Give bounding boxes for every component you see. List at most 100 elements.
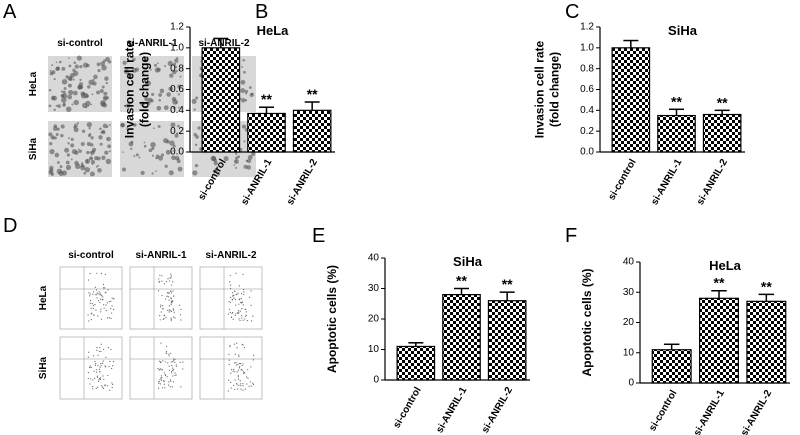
event bbox=[89, 365, 91, 367]
cell-spot bbox=[87, 85, 91, 89]
cell-spot bbox=[133, 155, 136, 158]
cell-spot bbox=[59, 165, 63, 169]
event bbox=[229, 301, 232, 303]
cell-spot bbox=[52, 95, 57, 101]
event bbox=[246, 383, 248, 385]
event bbox=[228, 363, 230, 365]
event bbox=[106, 302, 109, 304]
cell-spot bbox=[241, 65, 244, 68]
cell-spot bbox=[85, 105, 88, 109]
cell-spot bbox=[88, 127, 91, 130]
event bbox=[170, 275, 172, 277]
event bbox=[175, 374, 177, 376]
cell-spot bbox=[167, 60, 173, 67]
event bbox=[158, 381, 160, 383]
event bbox=[180, 386, 182, 388]
cell-spot bbox=[158, 155, 163, 161]
cell-spot bbox=[171, 155, 176, 161]
cell-spot bbox=[84, 166, 91, 173]
y-tick-label: 30 bbox=[368, 283, 380, 294]
cell-spot bbox=[58, 60, 62, 64]
event bbox=[244, 372, 246, 374]
event bbox=[242, 304, 244, 306]
event bbox=[179, 304, 181, 307]
event bbox=[236, 382, 238, 385]
cell-spot bbox=[94, 156, 99, 161]
cell-spot bbox=[158, 93, 162, 97]
event bbox=[234, 371, 236, 373]
event bbox=[169, 277, 171, 279]
x-tick-label: si-ANRIL-1 bbox=[434, 385, 469, 435]
event bbox=[237, 388, 239, 390]
event bbox=[103, 304, 105, 306]
cell-spot bbox=[55, 133, 59, 137]
y-tick-label: 20 bbox=[623, 317, 635, 328]
event bbox=[229, 274, 231, 277]
event bbox=[173, 316, 175, 318]
event bbox=[243, 372, 245, 375]
cell-spot bbox=[78, 149, 82, 153]
cell-spot bbox=[99, 142, 103, 146]
cell-spot bbox=[158, 98, 162, 102]
flow-plot bbox=[199, 266, 263, 330]
event bbox=[173, 295, 175, 297]
cell-spot bbox=[155, 170, 157, 173]
event bbox=[95, 309, 97, 311]
cell-spot bbox=[67, 142, 70, 145]
y-tick-label: 1.0 bbox=[170, 42, 184, 53]
x-tick-label: si-ANRIL-2 bbox=[480, 385, 515, 435]
row-label: SiHa bbox=[28, 137, 39, 160]
event bbox=[173, 311, 175, 313]
x-tick-label: si-ANRIL-1 bbox=[692, 388, 727, 435]
cell-spot bbox=[108, 60, 112, 64]
event bbox=[95, 289, 98, 291]
cell-spot bbox=[55, 66, 60, 71]
event bbox=[229, 344, 231, 347]
cell-spot bbox=[98, 135, 103, 140]
event bbox=[97, 354, 99, 356]
event bbox=[232, 370, 234, 372]
event bbox=[96, 297, 98, 299]
cell-spot bbox=[246, 160, 249, 162]
cell-spot bbox=[101, 65, 107, 71]
event bbox=[99, 377, 102, 379]
significance: ** bbox=[671, 93, 682, 109]
cell-spot bbox=[140, 101, 145, 107]
cell-spot bbox=[81, 129, 86, 133]
event bbox=[163, 318, 165, 320]
event bbox=[168, 280, 171, 282]
event bbox=[102, 296, 104, 298]
x-tick-label: si-ANRIL-2 bbox=[695, 157, 730, 207]
event bbox=[240, 301, 242, 303]
cell-spot bbox=[74, 64, 79, 69]
event bbox=[91, 303, 93, 305]
event bbox=[242, 389, 244, 391]
cell-spot bbox=[71, 103, 74, 106]
cell-spot bbox=[178, 106, 180, 109]
cell-spot bbox=[247, 154, 253, 160]
y-tick-label: 0.0 bbox=[580, 147, 594, 158]
event bbox=[90, 313, 92, 315]
event bbox=[236, 347, 238, 349]
cell-spot bbox=[48, 88, 52, 92]
y-tick-label: 0.2 bbox=[580, 126, 594, 137]
column-label: si-ANRIL-2 bbox=[205, 250, 257, 261]
event bbox=[106, 317, 109, 319]
cell-spot bbox=[175, 101, 178, 104]
event bbox=[250, 366, 252, 368]
bar bbox=[698, 297, 740, 384]
event bbox=[233, 368, 235, 370]
cell-spot bbox=[176, 159, 181, 164]
event bbox=[100, 364, 102, 367]
cell-spot bbox=[57, 161, 60, 164]
y-tick-label: 1.0 bbox=[580, 42, 594, 53]
event bbox=[252, 383, 255, 386]
event bbox=[95, 387, 97, 389]
cell-spot bbox=[240, 79, 246, 85]
event bbox=[180, 308, 182, 310]
significance: ** bbox=[714, 275, 725, 291]
cell-spot bbox=[51, 64, 54, 67]
cell-spot bbox=[168, 170, 174, 176]
event bbox=[168, 381, 170, 383]
event bbox=[108, 301, 110, 303]
